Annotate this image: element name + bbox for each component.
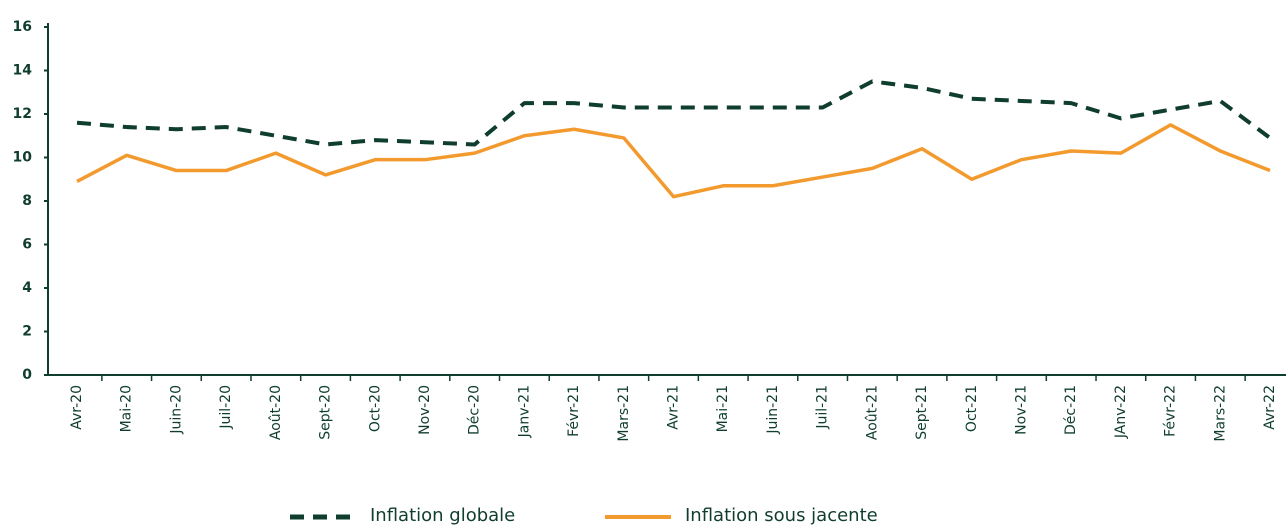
legend-label: Inflation sous jacente bbox=[685, 505, 878, 526]
series-line bbox=[76, 123, 1271, 199]
y-tick-label: 12 bbox=[13, 106, 32, 122]
y-tick-label: 14 bbox=[13, 63, 33, 79]
x-tick-label: Déc-20 bbox=[467, 385, 483, 435]
x-tick-label: Mars-22 bbox=[1212, 385, 1228, 442]
y-tick-label: 4 bbox=[22, 280, 32, 296]
x-tick-label: Juin-21 bbox=[765, 385, 781, 435]
y-tick-label: 16 bbox=[13, 19, 32, 35]
x-tick-label: Juil-20 bbox=[218, 385, 234, 430]
y-tick-label: 10 bbox=[13, 150, 33, 166]
x-tick-label: Nov-20 bbox=[417, 385, 433, 435]
x-tick-label: Févr-21 bbox=[566, 385, 582, 437]
x-tick-label: Août-21 bbox=[864, 385, 880, 440]
y-tick-label: 8 bbox=[22, 193, 32, 209]
x-tick-label: Oct-20 bbox=[367, 385, 383, 432]
x-tick-label: Déc-21 bbox=[1063, 385, 1079, 435]
legend-label: Inflation globale bbox=[370, 505, 515, 526]
x-tick-label: Févr-22 bbox=[1163, 385, 1179, 437]
series-line bbox=[76, 79, 1272, 147]
y-tick-label: 6 bbox=[22, 237, 32, 253]
x-tick-label: Mai-20 bbox=[119, 385, 135, 432]
x-tick-label: Mai-21 bbox=[715, 385, 731, 432]
x-tick-label: Sept-21 bbox=[914, 385, 930, 440]
x-tick-label: Janv-21 bbox=[516, 385, 532, 438]
x-tick-label: Juil-21 bbox=[815, 385, 831, 430]
y-tick-label: 2 bbox=[22, 324, 32, 340]
x-tick-label: Avr-20 bbox=[69, 385, 85, 430]
y-tick-label: 0 bbox=[22, 367, 32, 383]
x-tick-label: Août-20 bbox=[268, 385, 284, 440]
x-tick-label: Juin-20 bbox=[168, 385, 184, 435]
x-tick-label: Mars-21 bbox=[616, 385, 632, 442]
x-tick-label: Avr-22 bbox=[1262, 385, 1278, 430]
x-tick-label: JAnv-22 bbox=[1113, 385, 1129, 439]
x-tick-label: Oct-21 bbox=[964, 385, 980, 432]
x-tick-label: Sept-20 bbox=[318, 385, 334, 440]
x-tick-label: Avr-21 bbox=[666, 385, 682, 430]
x-tick-label: Nov-21 bbox=[1013, 385, 1029, 435]
